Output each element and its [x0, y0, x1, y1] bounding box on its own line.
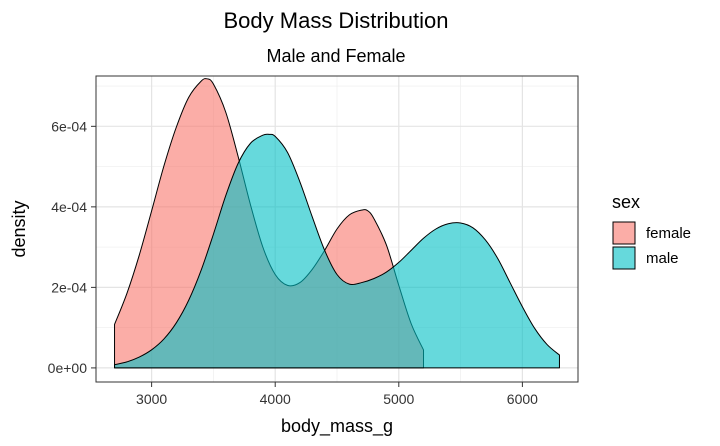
x-tick-label: 5000 — [383, 391, 414, 407]
legend-label-male: male — [646, 250, 679, 267]
y-tick-label: 0e+00 — [48, 360, 88, 376]
legend: sex female male — [612, 192, 691, 270]
density-area-male — [114, 133, 560, 369]
x-axis-title: body_mass_g — [281, 416, 393, 437]
legend-label-female: female — [646, 225, 691, 242]
y-tick-label: 2e-04 — [51, 279, 87, 295]
chart-subtitle: Male and Female — [266, 46, 405, 66]
x-tick-label: 3000 — [136, 391, 167, 407]
y-axis-title: density — [9, 200, 29, 257]
legend-title: sex — [612, 192, 640, 212]
legend-key-female — [612, 221, 636, 245]
plot-border — [95, 75, 579, 383]
legend-key-male — [612, 246, 636, 270]
x-tick-label: 4000 — [260, 391, 291, 407]
y-axis: 0e+00 2e-04 4e-04 6e-04 — [48, 118, 96, 376]
chart-title: Body Mass Distribution — [224, 8, 449, 33]
x-axis: 3000 4000 5000 6000 — [136, 382, 538, 407]
x-tick-label: 6000 — [507, 391, 538, 407]
y-tick-label: 6e-04 — [51, 118, 87, 134]
series-layer — [114, 78, 560, 369]
y-tick-label: 4e-04 — [51, 199, 87, 215]
